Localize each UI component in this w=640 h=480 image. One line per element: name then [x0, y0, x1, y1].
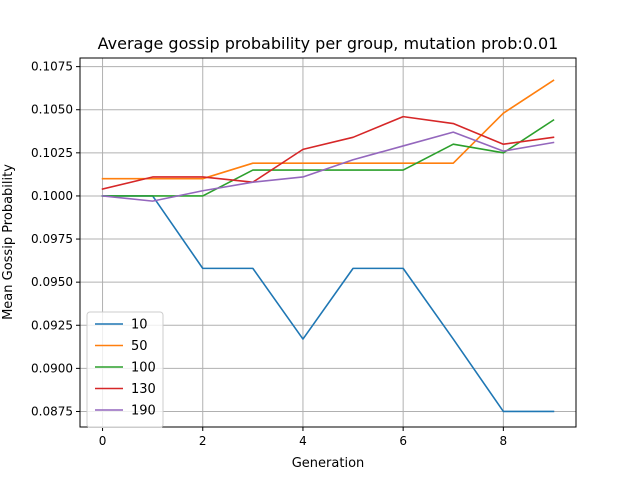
legend-label-50: 50: [131, 339, 148, 354]
chart-title: Average gossip probability per group, mu…: [98, 34, 559, 53]
y-axis-label: Mean Gossip Probability: [1, 164, 16, 320]
y-tick-label: 0.0900: [31, 361, 73, 375]
x-axis-label: Generation: [292, 456, 365, 471]
x-tick-label: 2: [199, 434, 207, 448]
y-tick-label: 0.0875: [31, 404, 73, 418]
y-tick-label: 0.1000: [31, 189, 73, 203]
series-line-130: [101, 115, 555, 191]
axis-ticks: 0 2 4 6 8 0.0875 0.0900 0.0925 0.0950 0.0975 0.100…: [31, 60, 507, 448]
legend-box: [86, 311, 164, 428]
plot-frame: [79, 57, 577, 428]
x-tick-label: 4: [299, 434, 307, 448]
legend-label-130: 130: [131, 382, 156, 397]
legend-label-100: 100: [131, 361, 156, 376]
x-tick-label: 8: [500, 434, 508, 448]
y-tick-label: 0.0975: [31, 232, 73, 246]
legend-label-190: 190: [131, 404, 156, 419]
series-line-190: [101, 131, 555, 202]
x-tick-label: 0: [99, 434, 107, 448]
series-line-50: [101, 79, 555, 180]
y-tick-label: 0.1050: [31, 103, 73, 117]
series-line-10: [101, 195, 555, 413]
legend: 10 50 100 130 190: [86, 311, 164, 428]
y-tick-label: 0.1075: [31, 60, 73, 74]
y-tick-label: 0.0950: [31, 275, 73, 289]
x-tick-label: 6: [399, 434, 407, 448]
legend-label-10: 10: [131, 318, 148, 333]
series-lines: [101, 79, 555, 413]
y-tick-label: 0.1025: [31, 146, 73, 160]
y-tick-label: 0.0925: [31, 318, 73, 332]
